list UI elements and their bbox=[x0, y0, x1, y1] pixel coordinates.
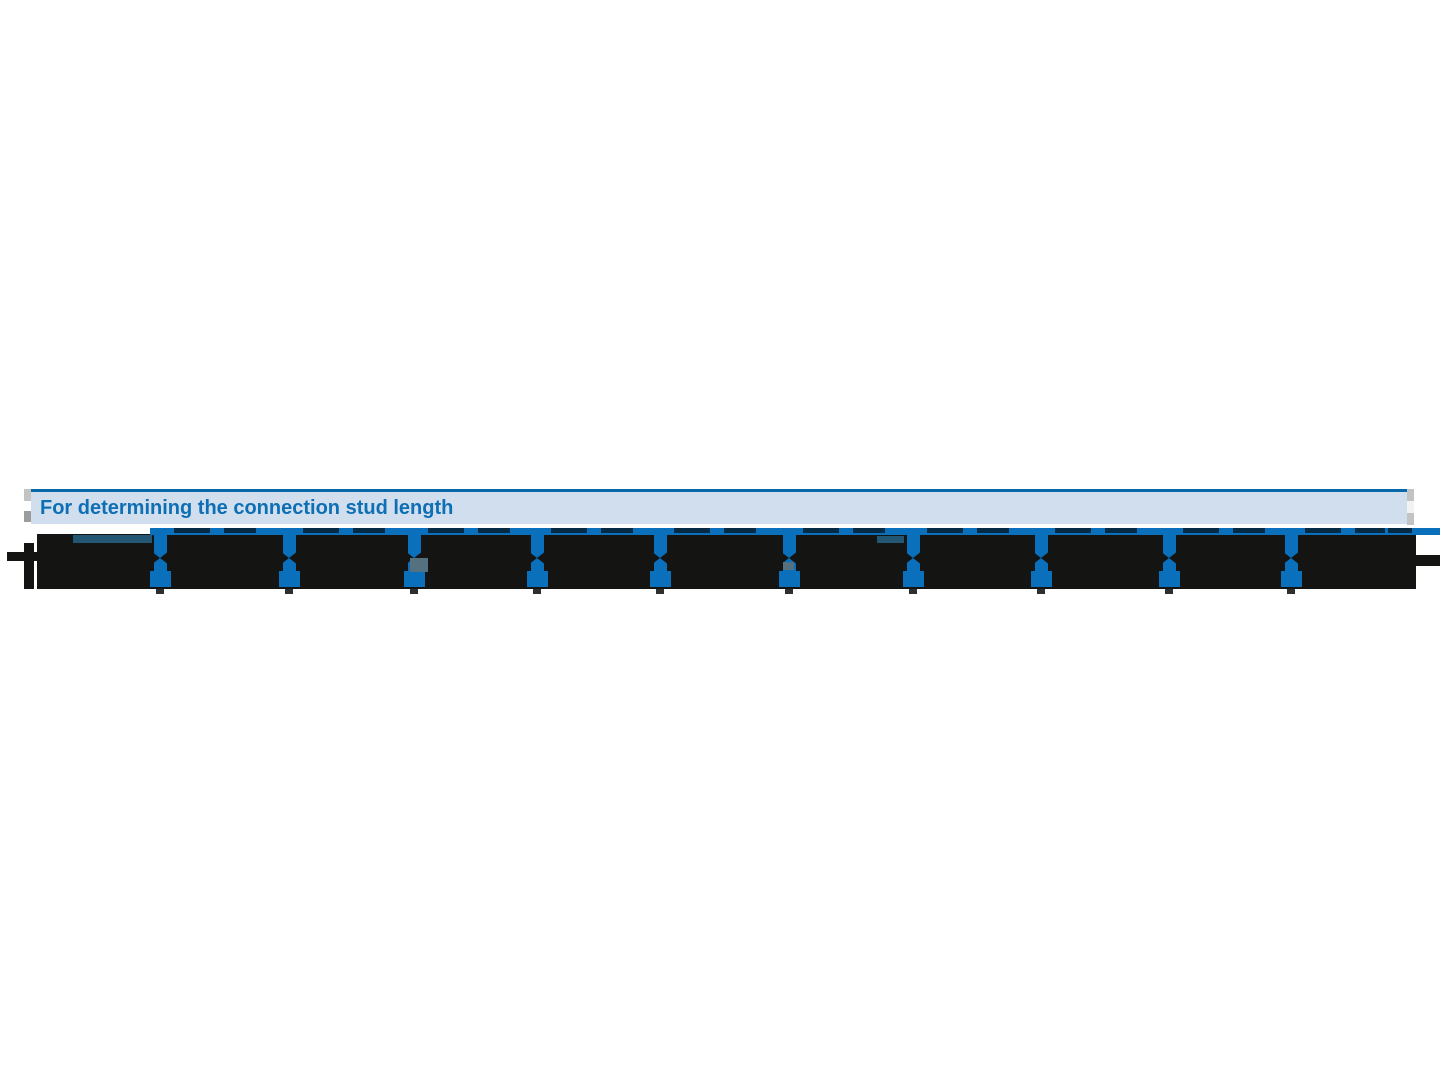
dimension-arrow-right-icon bbox=[780, 551, 789, 565]
cell-caption-dash bbox=[478, 528, 510, 533]
cell-caption-dash bbox=[803, 528, 839, 533]
separator-bottom-tick bbox=[285, 589, 293, 594]
separator-bottom-tick bbox=[410, 589, 418, 594]
cell-caption-dash bbox=[853, 528, 885, 533]
dimension-arrow-right-icon bbox=[280, 551, 289, 565]
separator-bottom-tick bbox=[1165, 589, 1173, 594]
separator-bottom-tick bbox=[785, 589, 793, 594]
separator-steel-patch bbox=[783, 562, 794, 570]
separator-bottom-tick bbox=[1037, 589, 1045, 594]
section-title: For determining the connection stud leng… bbox=[40, 496, 454, 519]
column-separator-foot bbox=[903, 571, 924, 587]
dimension-arrow-right-icon bbox=[1282, 551, 1291, 565]
cell-caption-dash bbox=[224, 528, 256, 533]
dimension-arrow-left-icon bbox=[160, 551, 169, 565]
dimension-arrow-left-icon bbox=[660, 551, 669, 565]
cell-subheader-bar bbox=[877, 536, 904, 543]
column-separator-foot bbox=[1159, 571, 1180, 587]
header-corner-mark-right-top bbox=[1407, 489, 1414, 501]
column-separator-foot bbox=[527, 571, 548, 587]
dimension-arrow-left-icon bbox=[289, 551, 298, 565]
cell-caption-dash bbox=[174, 528, 210, 533]
separator-bottom-tick bbox=[656, 589, 664, 594]
cell-caption-dash bbox=[428, 528, 464, 533]
cell-caption-dash bbox=[1355, 528, 1385, 533]
cell-caption-dash bbox=[303, 528, 339, 533]
cell-caption-dash bbox=[601, 528, 633, 533]
cell-subheader-bar bbox=[73, 535, 152, 543]
dimension-arrow-left-icon bbox=[537, 551, 546, 565]
header-corner-mark-right-low bbox=[1407, 513, 1414, 525]
separator-bottom-tick bbox=[909, 589, 917, 594]
band-black-mass bbox=[37, 534, 1416, 589]
dimension-stub-right bbox=[1416, 555, 1440, 566]
cell-caption-dash bbox=[1233, 528, 1265, 533]
header-corner-mark-left-low bbox=[24, 511, 31, 522]
dimension-arrow-left-icon bbox=[1169, 551, 1178, 565]
dimension-arrow-left-icon bbox=[789, 551, 798, 565]
dimension-arrow-left-icon bbox=[1041, 551, 1050, 565]
column-separator-foot bbox=[404, 571, 425, 587]
dimension-tail-vertical bbox=[24, 543, 34, 589]
cell-caption-dash bbox=[353, 528, 385, 533]
dimension-arrow-right-icon bbox=[904, 551, 913, 565]
column-separator-foot bbox=[150, 571, 171, 587]
cell-caption-dash bbox=[724, 528, 756, 533]
column-separator-foot bbox=[779, 571, 800, 587]
cell-caption-dash bbox=[1305, 528, 1341, 533]
cell-caption-dash bbox=[977, 528, 1009, 533]
cell-caption-dash bbox=[674, 528, 710, 533]
separator-bottom-tick bbox=[156, 589, 164, 594]
header-corner-mark-right-mid bbox=[1407, 501, 1414, 513]
cell-caption-dash bbox=[551, 528, 587, 533]
dimension-tail-horizontal bbox=[7, 552, 48, 561]
header-corner-mark-left-top bbox=[24, 489, 31, 501]
separator-bottom-tick bbox=[533, 589, 541, 594]
column-separator-foot bbox=[1031, 571, 1052, 587]
dimension-arrow-right-icon bbox=[1160, 551, 1169, 565]
separator-steel-patch bbox=[410, 558, 428, 572]
section-header: For determining the connection stud leng… bbox=[31, 489, 1407, 524]
dimension-arrow-right-icon bbox=[151, 551, 160, 565]
cell-caption-dash bbox=[1388, 528, 1412, 533]
dimension-arrow-left-icon bbox=[1291, 551, 1300, 565]
dimension-arrow-right-icon bbox=[405, 551, 414, 565]
dimension-arrow-left-icon bbox=[913, 551, 922, 565]
column-separator-foot bbox=[1281, 571, 1302, 587]
cell-caption-dash bbox=[1105, 528, 1137, 533]
cell-caption-dash bbox=[1055, 528, 1091, 533]
dimension-arrow-right-icon bbox=[1032, 551, 1041, 565]
dimension-arrow-right-icon bbox=[651, 551, 660, 565]
dimension-arrow-right-icon bbox=[528, 551, 537, 565]
cell-caption-dash bbox=[1183, 528, 1219, 533]
separator-bottom-tick bbox=[1287, 589, 1295, 594]
column-separator-foot bbox=[279, 571, 300, 587]
cell-caption-dash bbox=[927, 528, 963, 533]
column-separator-foot bbox=[650, 571, 671, 587]
